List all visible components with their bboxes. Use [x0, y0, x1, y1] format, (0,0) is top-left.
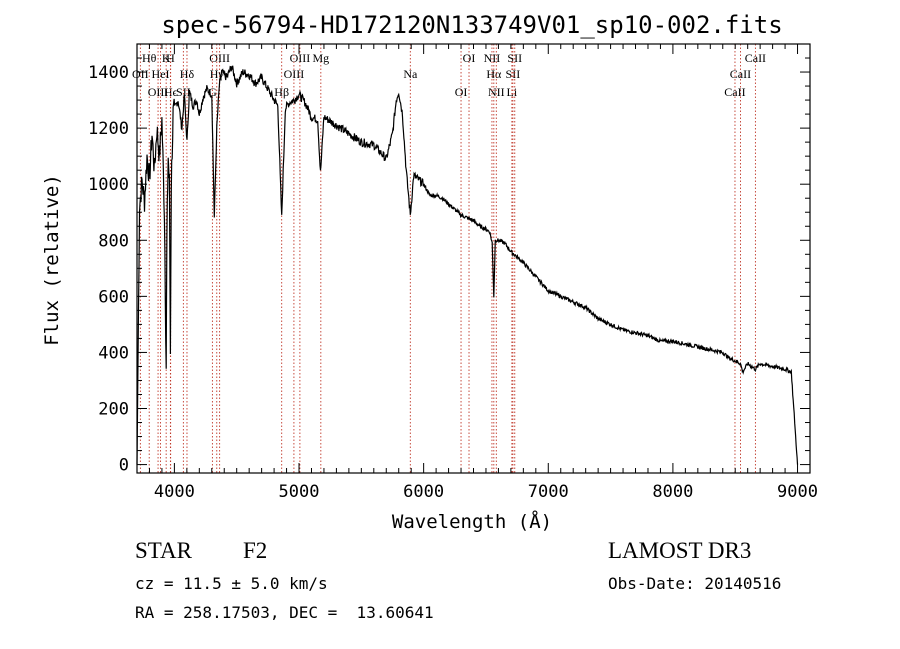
marker-label-nii: NII: [488, 85, 505, 99]
observation-date: Obs-Date: 20140516: [608, 574, 782, 593]
marker-label-oiii: OIII: [290, 51, 311, 65]
survey-name: LAMOST DR3: [608, 538, 752, 563]
marker-label-sii: SII: [506, 67, 521, 81]
marker-label-k: K: [162, 51, 171, 65]
y-tick-label: 1000: [88, 175, 129, 195]
marker-label-sii: SII: [507, 51, 522, 65]
y-tick-label: 400: [98, 343, 129, 363]
marker-label-mg: Mg: [312, 51, 329, 65]
spectrum-series-line: [136, 65, 799, 465]
marker-label-caii: CaII: [730, 67, 751, 81]
marker-label-h: H: [166, 51, 175, 65]
y-tick-label: 800: [98, 231, 129, 251]
x-tick-label: 9000: [777, 482, 818, 502]
x-tick-label: 4000: [154, 482, 195, 502]
x-axis-label: Wavelength (Å): [392, 510, 552, 533]
y-tick-label: 0: [119, 456, 129, 476]
coordinates: RA = 258.17503, DEC = 13.60641: [135, 603, 434, 622]
marker-label-hβ: Hβ: [274, 85, 289, 99]
marker-label-hδ: Hδ: [180, 67, 195, 81]
marker-label-g: G: [208, 85, 217, 99]
x-tick-label: 5000: [279, 482, 320, 502]
x-tick-label: 7000: [528, 482, 569, 502]
y-tick-label: 600: [98, 287, 129, 307]
marker-label-caii: CaII: [724, 85, 745, 99]
marker-label-hϵ: Hϵ: [164, 85, 178, 99]
spectral-line-markers: HθOIIOIIIKHeIHϵHHδSIIOIIIHγGOIIIOIIIHβMg…: [132, 44, 766, 473]
plot-frame: [136, 43, 811, 474]
marker-label-oiii: OIII: [209, 51, 230, 65]
marker-label-oiii: OIII: [284, 67, 305, 81]
marker-label-sii: SII: [176, 85, 191, 99]
marker-label-hθ: Hθ: [142, 51, 157, 65]
marker-label-hα: Hα: [486, 67, 502, 81]
x-tick-label: 8000: [652, 482, 693, 502]
marker-label-li: Li: [507, 85, 518, 99]
marker-label-na: Na: [403, 67, 418, 81]
marker-label-hei: HeI: [152, 67, 170, 81]
marker-label-oi: OI: [463, 51, 476, 65]
spectral-subclass: F2: [243, 538, 268, 563]
marker-label-nii: NII: [484, 51, 501, 65]
marker-label-caii: CaII: [745, 51, 766, 65]
redshift-value: cz = 11.5 ± 5.0 km/s: [135, 574, 328, 593]
y-axis-label: Flux (relative): [41, 174, 63, 346]
y-tick-label: 200: [98, 400, 129, 420]
marker-label-oii: OII: [132, 67, 149, 81]
marker-label-oi: OI: [455, 85, 468, 99]
object-class: STAR: [135, 538, 192, 563]
x-tick-label: 6000: [403, 482, 444, 502]
axis-ticks: 4000 5000 6000 7000 8000 9000 0 200 400 600 800 100…: [88, 44, 818, 502]
y-tick-label: 1200: [88, 119, 129, 139]
marker-label-oiii: OIII: [148, 85, 169, 99]
spectrum-chart: spec-56794-HD172120N133749V01_sp10-002.f…: [41, 11, 818, 533]
y-tick-label: 1400: [88, 63, 129, 83]
chart-title: spec-56794-HD172120N133749V01_sp10-002.f…: [161, 11, 782, 39]
